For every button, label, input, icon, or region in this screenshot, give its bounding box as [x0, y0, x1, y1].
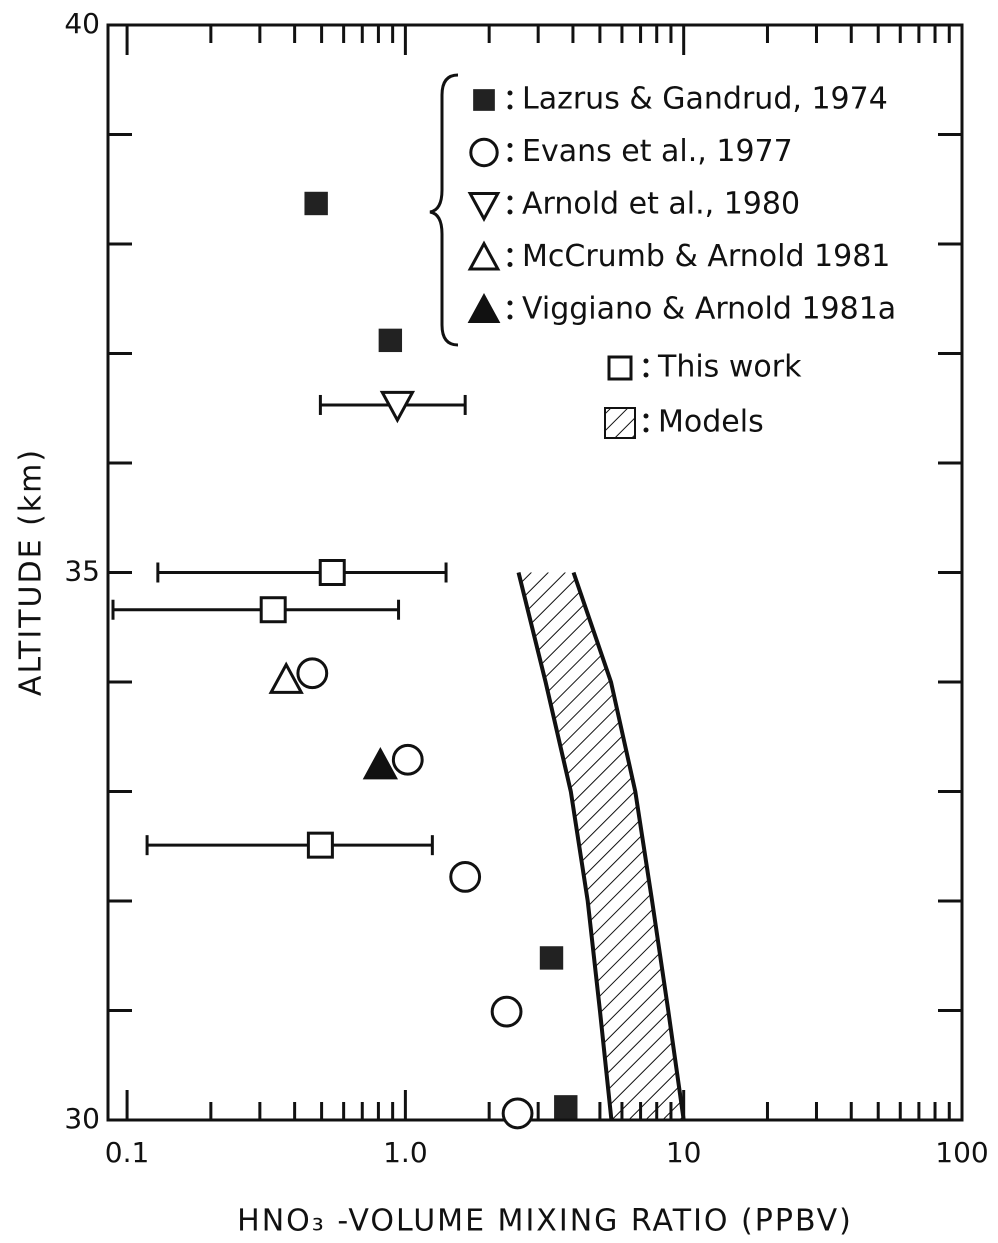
- x-axis-label: HNO₃ -VOLUME MIXING RATIO (PPBV): [237, 1204, 853, 1239]
- legend-colon: [507, 262, 513, 267]
- legend-marker: [473, 89, 495, 111]
- legend-label: McCrumb & Arnold 1981: [522, 239, 890, 274]
- x-tick-label: 100: [935, 1136, 988, 1169]
- x-tick-label: 0.1: [105, 1136, 150, 1169]
- y-tick-label: 30: [64, 1102, 100, 1135]
- legend-marker: [467, 191, 501, 222]
- legend-colon: [507, 314, 513, 320]
- model-band: [518, 572, 684, 1120]
- marker: [490, 995, 523, 1028]
- marker: [501, 1097, 534, 1130]
- marker: [268, 661, 304, 694]
- error-bar: [145, 835, 434, 856]
- marker: [449, 861, 482, 893]
- y-axis-label: ALTITUDE (km): [14, 448, 49, 696]
- marker: [554, 1095, 578, 1119]
- marker: [539, 946, 564, 970]
- x-tick-label: 10: [666, 1136, 702, 1169]
- legend-colon: [507, 248, 513, 253]
- legend-marker: [607, 355, 633, 381]
- legend-colon: [507, 209, 513, 215]
- legend-marker: [469, 137, 499, 168]
- y-tick-label: 35: [64, 555, 100, 588]
- legend-label: Models: [658, 405, 764, 440]
- legend-colon: [507, 90, 513, 96]
- error-bar: [111, 599, 401, 620]
- legend-marker: [467, 293, 501, 324]
- marker: [296, 657, 329, 690]
- legend-label: This work: [657, 350, 802, 385]
- x-tick-label: 1.0: [383, 1136, 428, 1169]
- legend-label: Evans et al., 1977: [522, 134, 793, 169]
- legend-colon: [643, 372, 649, 378]
- legend-colon: [643, 413, 649, 419]
- legend-label: Lazrus & Gandrud, 1974: [522, 82, 888, 117]
- model-right-edge: [571, 571, 686, 1121]
- marker: [306, 831, 334, 859]
- marker: [259, 596, 287, 624]
- legend-colon: [507, 195, 513, 201]
- legend-bracket: [429, 73, 459, 347]
- legend-colon: [643, 358, 649, 364]
- model-left-edge: [516, 572, 614, 1121]
- legend-colon: [507, 104, 513, 110]
- legend-colon: [643, 427, 649, 433]
- legend-colon: [507, 157, 513, 162]
- marker: [391, 743, 424, 776]
- marker: [379, 390, 416, 424]
- error-bar: [156, 562, 448, 583]
- marker: [362, 746, 399, 780]
- legend-colon: [507, 300, 513, 306]
- legend-colon: [507, 143, 513, 148]
- marker: [304, 191, 328, 216]
- marker: [318, 559, 346, 586]
- legend-swatch: [604, 407, 636, 439]
- legend-label: Arnold et al., 1980: [522, 187, 800, 222]
- marker: [378, 328, 403, 353]
- legend-marker: [467, 240, 501, 271]
- legend-label: Viggiano & Arnold 1981a: [522, 292, 896, 327]
- y-tick-label: 40: [64, 7, 100, 40]
